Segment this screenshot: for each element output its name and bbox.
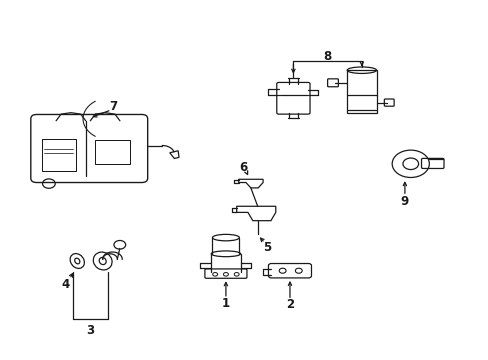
Text: 6: 6 xyxy=(239,161,246,174)
Text: 2: 2 xyxy=(285,298,293,311)
Text: 4: 4 xyxy=(62,278,70,291)
Text: 9: 9 xyxy=(400,195,408,208)
Text: 8: 8 xyxy=(323,50,331,63)
Bar xyxy=(41,139,76,171)
Text: 7: 7 xyxy=(109,100,117,113)
Text: 1: 1 xyxy=(222,297,229,310)
Text: 5: 5 xyxy=(263,241,271,254)
Bar xyxy=(95,140,129,164)
Bar xyxy=(346,70,376,113)
Text: 3: 3 xyxy=(86,324,94,337)
